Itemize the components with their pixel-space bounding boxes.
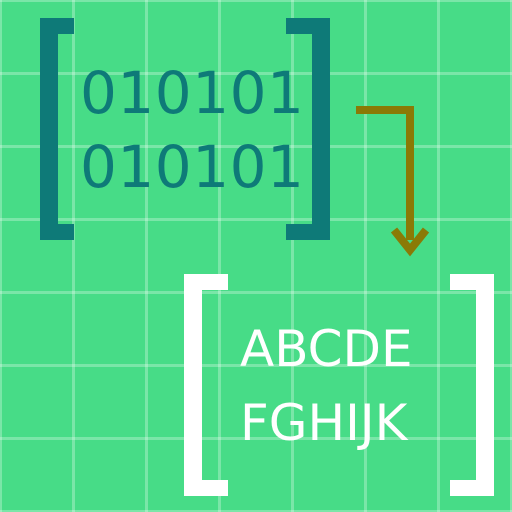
binary-line-2: 010101 — [80, 133, 305, 201]
binary-left-bracket-icon — [40, 18, 74, 240]
binary-line-1: 010101 — [80, 59, 305, 127]
letters-line-2: FGHIJK — [240, 394, 408, 452]
binary-right-bracket-icon — [286, 18, 330, 240]
letters-left-bracket-icon — [184, 274, 228, 496]
letters-line-1: ABCDE — [240, 320, 413, 378]
letters-right-bracket-icon — [450, 274, 494, 496]
